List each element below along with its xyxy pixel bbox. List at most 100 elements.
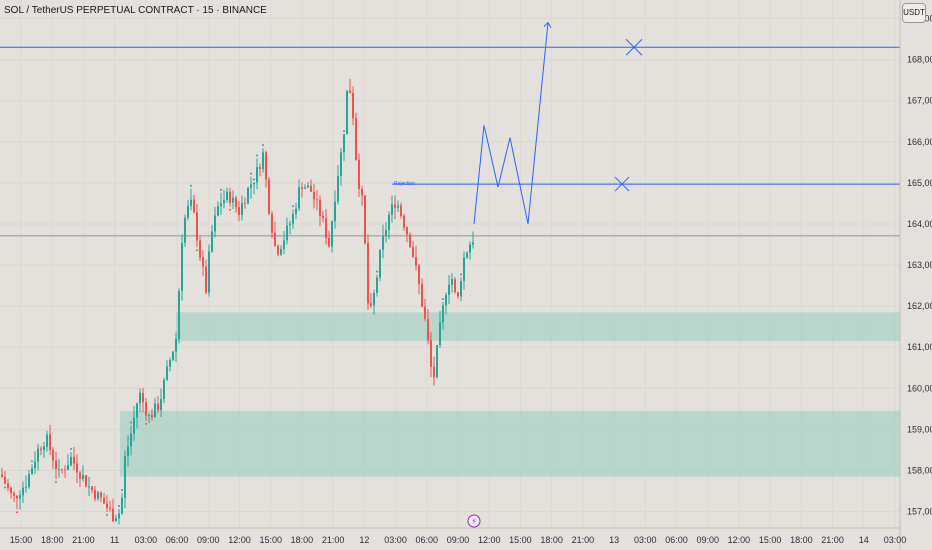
- candle-body: [40, 448, 42, 451]
- candle-body: [256, 167, 258, 183]
- candle-body: [202, 257, 204, 267]
- candle-body: [388, 214, 390, 231]
- candle-body: [22, 487, 24, 496]
- candle-body: [436, 345, 438, 378]
- event-marker-icon[interactable]: [467, 514, 481, 528]
- candle-body: [205, 266, 207, 293]
- time-tick-label: 12: [359, 535, 369, 545]
- candle-body: [355, 118, 357, 160]
- candle-body: [112, 508, 114, 522]
- price-tick-label: 159,00: [907, 424, 932, 434]
- signal-dot: [31, 460, 33, 463]
- candle-body: [247, 187, 249, 204]
- currency-button[interactable]: USDT: [902, 3, 926, 23]
- candle-body: [187, 205, 189, 218]
- signal-dot: [130, 421, 132, 424]
- candle-body: [331, 221, 333, 247]
- candle-body: [58, 468, 60, 470]
- candle-body: [97, 492, 99, 499]
- candle-body: [142, 392, 144, 403]
- price-tick-label: 164,00: [907, 219, 932, 229]
- candle-body: [85, 475, 87, 487]
- time-tick-label: 06:00: [166, 535, 189, 545]
- projection-drawing[interactable]: [473, 21, 643, 225]
- candle-body: [268, 179, 270, 214]
- candle-body: [280, 248, 282, 255]
- candle-body: [412, 247, 414, 258]
- price-tick-label: 157,00: [907, 507, 932, 517]
- candle-body: [139, 392, 141, 404]
- time-tick-label: 12:00: [478, 535, 501, 545]
- candle-body: [391, 204, 393, 215]
- candle-body: [343, 134, 345, 153]
- time-tick-label: 21:00: [322, 535, 345, 545]
- candle-body: [382, 236, 384, 250]
- candle-body: [88, 486, 90, 488]
- candle-body: [196, 212, 198, 241]
- time-tick-label: 18:00: [291, 535, 314, 545]
- signal-dot: [229, 208, 231, 211]
- candle-body: [277, 245, 279, 255]
- candle-body: [445, 294, 447, 306]
- candle-body: [175, 339, 177, 352]
- candle-body: [25, 487, 27, 489]
- candle-body: [37, 448, 39, 462]
- projection-path[interactable]: [473, 22, 549, 225]
- price-tick-label: 167,00: [907, 96, 932, 106]
- demand-zone[interactable]: [120, 410, 900, 477]
- candle-body: [160, 399, 162, 411]
- candle-body: [199, 240, 201, 258]
- candle-body: [106, 503, 108, 509]
- candle-body: [172, 351, 174, 361]
- signal-dot: [190, 184, 192, 187]
- candle-body: [217, 206, 219, 216]
- candle-body: [424, 306, 426, 319]
- candle-body: [211, 231, 213, 252]
- candle-body: [271, 213, 273, 233]
- candle-body: [286, 225, 288, 241]
- signal-dot: [442, 298, 444, 301]
- candle-body: [439, 322, 441, 346]
- candle-body: [415, 257, 417, 266]
- candle-body: [472, 242, 474, 245]
- candle-body: [307, 185, 309, 188]
- x-mark[interactable]: [614, 176, 630, 192]
- candle-body: [100, 492, 102, 498]
- candle-body: [325, 218, 327, 239]
- demand-zone[interactable]: [176, 312, 900, 342]
- candle-body: [64, 469, 66, 471]
- candle-body: [43, 446, 45, 451]
- time-tick-label: 09:00: [696, 535, 719, 545]
- demand-zones[interactable]: [120, 312, 900, 477]
- candle-body: [28, 473, 30, 488]
- candle-body: [70, 457, 72, 466]
- level-note: Rejection: [394, 181, 415, 187]
- candle-body: [163, 379, 165, 400]
- candle-body: [94, 490, 96, 499]
- candle-body: [49, 434, 51, 450]
- candle-body: [67, 465, 69, 471]
- candle-body: [463, 257, 465, 281]
- candle-body: [328, 238, 330, 247]
- x-mark[interactable]: [625, 38, 643, 56]
- candle-body: [46, 434, 48, 447]
- time-tick-label: 18:00: [41, 535, 64, 545]
- candle-body: [265, 152, 267, 180]
- candle-body: [145, 402, 147, 416]
- candle-body: [61, 468, 63, 470]
- price-axis[interactable]: 157,00 158,00 159,00 160,00 161,00 162,00 163,…: [899, 0, 932, 550]
- candle-body: [220, 203, 222, 207]
- price-axis-bg: [900, 0, 932, 550]
- candle-body: [118, 513, 120, 519]
- time-axis[interactable]: 15:00 18:00 21:00 11 03:00 06:00 09:00 12:00 15:…: [0, 514, 906, 545]
- candle-body: [10, 487, 12, 494]
- horizontal-levels[interactable]: 168,30164,97Rejection163,7108:35: [0, 41, 931, 251]
- candle-body: [115, 518, 117, 522]
- candle-body: [235, 197, 237, 208]
- candle-body: [466, 252, 468, 258]
- candle-body: [1, 474, 3, 477]
- candle-body: [298, 187, 300, 209]
- candle-body: [31, 468, 33, 474]
- candle-body: [190, 199, 192, 206]
